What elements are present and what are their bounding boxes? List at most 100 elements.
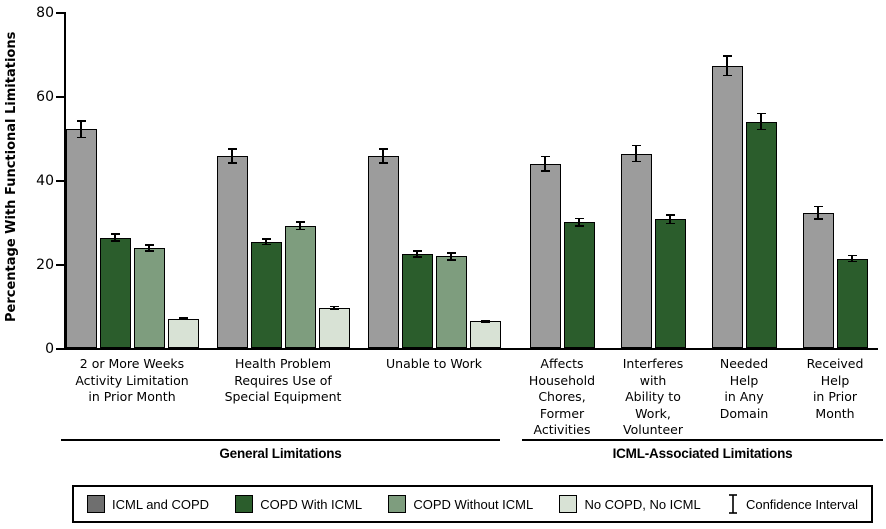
error-bar-cap [144,250,154,252]
error-bar-line [182,317,184,320]
error-bar-cap [227,162,237,164]
error-bar-line [484,320,486,322]
category-label: Health Problem Requires Use of Special E… [224,356,342,404]
error-bar-line [299,222,301,230]
error-bar-cap [813,205,823,208]
error-bar-line [148,245,150,251]
legend-label: Confidence Interval [745,496,858,512]
error-bar-cap [329,308,339,310]
error-bar-cap [480,319,490,322]
section-title: General Limitations [219,446,342,461]
error-bar-cap [446,259,456,261]
category-label: Unable to Work [386,356,482,371]
bar-series0-group5 [711,65,743,348]
error-bar-line [851,255,853,262]
bar-series3-group2 [469,321,501,348]
bar-series3-group0 [167,318,199,348]
y-tick-label: 40 [36,173,54,189]
error-bar-cap [446,252,456,254]
bar-series1-group5 [745,121,777,348]
error-bar-line [382,148,384,164]
bar-series0-group0 [65,129,97,348]
section-line [61,439,500,441]
category-label: Needed Help in Any Domain [719,356,769,421]
bar-series1-group2 [401,253,433,348]
error-bar-cap [574,225,584,227]
error-bar-line [760,113,762,130]
error-bar-cap [178,317,188,319]
error-bar-cap [378,148,388,150]
bar-series1-group6 [836,258,868,348]
legend: ICML and COPD COPD With ICML COPD Without … [72,485,873,523]
y-tick-label: 80 [36,5,54,21]
y-tick [56,264,64,266]
error-bar-cap [847,254,857,257]
bar-series0-group2 [367,156,399,348]
y-tick-label: 20 [36,257,54,273]
error-bar-cap [756,112,766,115]
category-label: 2 or More Weeks Activity Limitation in P… [75,356,189,404]
bar-series3-group1 [318,307,350,348]
error-bar-cap [540,155,550,158]
error-bar-line [726,56,728,76]
legend-label: No COPD, No ICML [584,496,701,512]
error-bar-cap [329,305,339,308]
error-bar-cap [110,240,120,242]
bar-series2-group2 [435,256,467,348]
legend-label: COPD Without ICML [413,496,534,512]
bar-series1-group0 [99,237,131,348]
error-bar-line [265,238,267,245]
error-bar-cap [227,148,237,150]
error-bar-cap [178,318,188,321]
error-bar-line [80,120,82,138]
confidence-interval-icon [728,494,737,514]
error-bar-cap [76,120,86,122]
legend-swatch-icon [388,495,407,513]
error-bar-cap [756,128,766,131]
error-bar-cap [665,222,675,224]
category-label: Affects Household Chores, Former Activit… [528,356,596,437]
category-label: Received Help in Prior Month [806,356,864,421]
y-tick [56,348,64,350]
y-tick [56,12,64,14]
error-bar-cap [665,214,675,216]
section-line [522,439,883,441]
error-bar-cap [574,217,584,220]
error-bar-cap [261,238,271,240]
error-bar-cap [480,321,490,323]
bar-series0-group3 [529,163,561,348]
category-label: Interferes with Ability to Work, Volunte… [622,356,684,437]
legend-item-icml-and-copd: ICML and COPD [87,495,209,513]
legend-item-no-copd-no-icml: No COPD, No ICML [559,495,701,513]
error-bar-cap [813,218,823,220]
bar-series1-group3 [563,222,595,348]
legend-swatch-icon [235,495,254,513]
error-bar-cap [631,144,641,147]
error-bar-cap [144,244,154,246]
error-bar-line [114,234,116,241]
bar-series2-group0 [133,248,165,348]
error-bar-cap [722,74,732,77]
error-bar-cap [261,243,271,246]
error-bar-cap [631,160,641,163]
error-bar-cap [295,228,305,231]
y-tick-label: 0 [45,341,54,357]
legend-label: COPD With ICML [260,496,363,512]
error-bar-line [416,250,418,257]
bar-series0-group6 [802,212,834,348]
error-bar-cap [378,162,388,164]
error-bar-line [669,214,671,224]
y-tick-label: 60 [36,89,54,105]
error-bar-cap [412,250,422,252]
legend-item-copd-without-icml: COPD Without ICML [388,495,533,513]
bar-series0-group1 [216,156,248,348]
bar-series0-group4 [620,153,652,348]
bar-series1-group1 [250,241,282,348]
legend-swatch-icon [87,495,105,513]
error-bar-cap [540,170,550,172]
legend-item-copd-with-icml: COPD With ICML [235,495,362,513]
bar-series2-group1 [284,225,316,348]
legend-item-confidence-interval: Confidence Interval [727,492,858,516]
error-bar-line [450,253,452,260]
